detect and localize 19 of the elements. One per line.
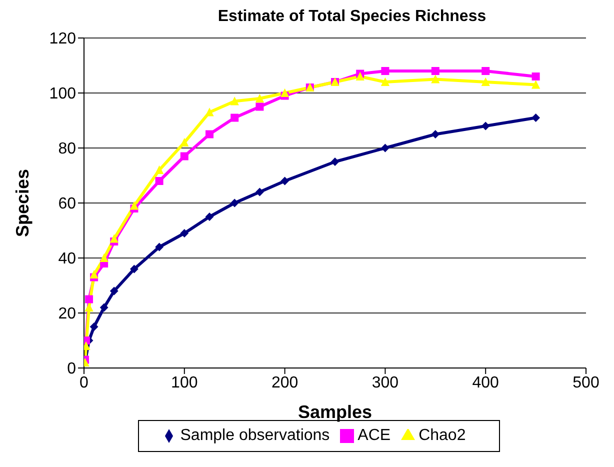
y-tick-label: 40 xyxy=(58,250,76,268)
legend-label: Chao2 xyxy=(418,427,466,444)
x-tick-label: 300 xyxy=(372,374,399,392)
y-tick-label: 100 xyxy=(49,86,76,103)
legend-label: ACE xyxy=(358,427,391,444)
y-tick-label: 80 xyxy=(58,140,76,158)
x-tick-label: 100 xyxy=(171,374,198,392)
x-tick-label: 200 xyxy=(271,374,298,392)
y-tick-label: 60 xyxy=(58,196,76,213)
y-axis-title: Species xyxy=(12,168,32,238)
x-tick-label: 500 xyxy=(572,374,600,392)
x-axis-title: Samples xyxy=(298,402,372,422)
y-tick-label: 0 xyxy=(67,360,76,378)
y-tick-label: 120 xyxy=(49,30,76,48)
x-tick-label: 0 xyxy=(80,374,89,392)
chart-title: Estimate of Total Species Richness xyxy=(216,8,488,27)
x-tick-label: 400 xyxy=(472,374,500,392)
legend-label: Sample observations xyxy=(180,427,330,444)
y-tick-label: 20 xyxy=(58,306,76,323)
